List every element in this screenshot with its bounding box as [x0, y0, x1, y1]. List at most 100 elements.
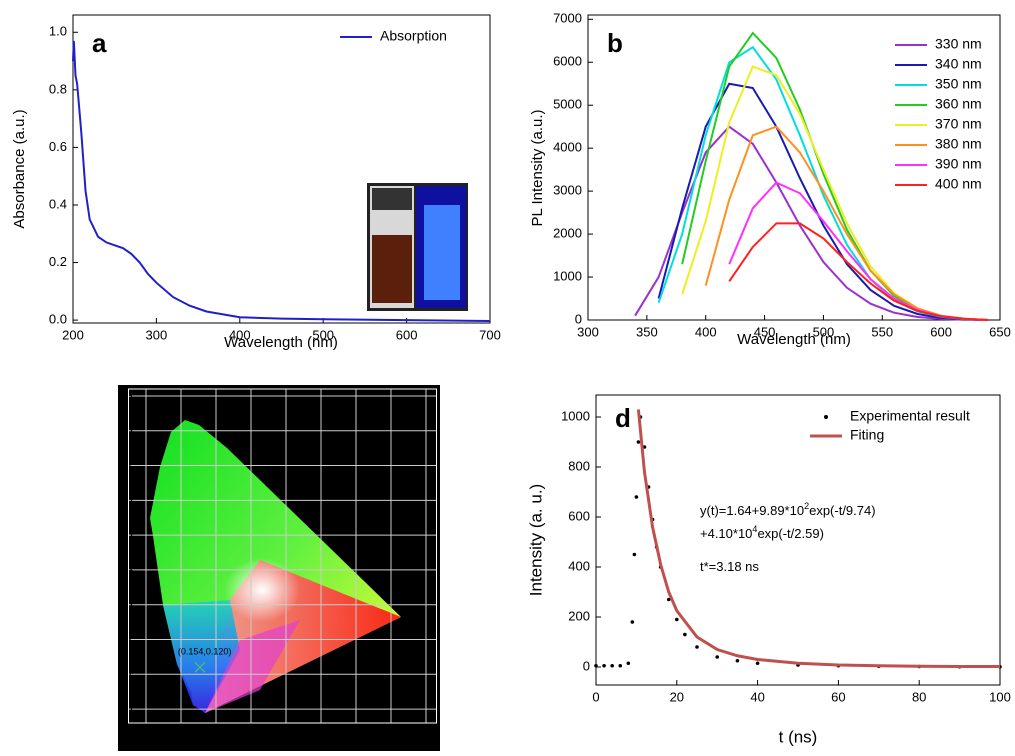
x-tick-label: 400	[229, 327, 251, 342]
y-tick-label: 0.8	[49, 81, 67, 96]
y-tick-label: 0.3	[120, 599, 133, 609]
x-tick-label: 0.8	[420, 734, 433, 744]
x-tick-label: 600	[930, 324, 952, 339]
chromaticity-point	[194, 661, 206, 673]
x-tick-label: 40	[750, 689, 764, 704]
legend-label: Experimental result	[850, 408, 970, 424]
x-tick-label: 450	[754, 324, 776, 339]
data-point	[626, 661, 631, 666]
plot-frame	[72, 14, 491, 324]
data-line	[72, 40, 491, 322]
y-tick-label: 200	[568, 608, 590, 623]
x-tick-label: 0.7	[385, 734, 398, 744]
x-tick-label: 60	[831, 689, 845, 704]
y-axis-title: PL Intensity (a.u.)	[529, 109, 546, 226]
panel-letter: b	[607, 28, 623, 58]
point-label: (0.154,0.120)	[178, 647, 232, 657]
x-tick-label: 350	[636, 324, 658, 339]
y-tick-label: 0.6	[120, 495, 133, 505]
x-tick-label: 80	[912, 689, 926, 704]
y-axis-title: Intensity (a. u.)	[526, 484, 545, 596]
y-tick-label: 0.8	[120, 425, 133, 435]
x-tick-label: 300	[146, 327, 168, 342]
data-point	[602, 663, 606, 668]
panel-letter: d	[615, 403, 631, 433]
legend-label: Fiting	[850, 427, 884, 443]
plot-frame	[595, 394, 1001, 686]
x-tick-label: 550	[871, 324, 893, 339]
y-tick-label: 400	[568, 558, 590, 573]
data-point	[755, 661, 760, 666]
y-tick-label: 6000	[553, 54, 582, 69]
x-tick-label: 0.4	[280, 734, 293, 744]
x-tick-label: 200	[62, 327, 84, 342]
data-point	[683, 632, 687, 637]
plot-frame	[128, 388, 437, 724]
annotation: +4.10*104exp(-t/2.59)	[700, 524, 824, 541]
annotation-part: exp(-t/2.59)	[757, 526, 823, 541]
data-point	[594, 663, 598, 668]
x-tick-label: 0.3	[245, 734, 258, 744]
y-tick-label: 0.5	[120, 530, 133, 540]
legend-swatch	[824, 415, 828, 419]
panel-letter: a	[92, 28, 107, 58]
y-tick-label: 0.4	[120, 564, 133, 574]
x-tick-label: 0.6	[350, 734, 363, 744]
y-tick-label: 0.7	[120, 460, 133, 470]
data-point	[630, 620, 635, 624]
data-point	[666, 597, 671, 602]
legend-label: 370 nm	[935, 116, 982, 132]
y-tick-label: 0.4	[49, 196, 67, 211]
legend-label: 360 nm	[935, 96, 982, 112]
y-tick-label: 4000	[553, 140, 582, 155]
y-tick-label: 0.2	[49, 254, 67, 269]
y-tick-label: 1.0	[49, 24, 67, 39]
plot-frame	[587, 14, 1001, 321]
x-tick-label: 500	[312, 327, 334, 342]
y-tick-label: 0.6	[49, 139, 67, 154]
x-tick-label: 400	[695, 324, 717, 339]
x-axis-title: Wavelength (nm)	[737, 331, 851, 348]
y-tick-label: 0.1	[120, 669, 133, 679]
annotation-part: 4	[752, 524, 757, 534]
x-tick-label: 0.0	[140, 734, 153, 744]
annotation: t*=3.18 ns	[700, 559, 759, 574]
y-tick-label: 600	[568, 508, 590, 523]
data-point	[610, 663, 614, 668]
legend-label: 380 nm	[935, 136, 982, 152]
y-tick-label: 0.0	[120, 703, 133, 713]
data-line	[728, 222, 989, 321]
annotation-part: 2	[804, 501, 809, 511]
x-tick-label: 650	[989, 324, 1011, 339]
x-tick-label: 500	[813, 324, 835, 339]
annotation-part: +4.10*10	[700, 526, 752, 541]
y-tick-label: 7000	[553, 11, 582, 26]
y-tick-label: 0.9	[120, 390, 133, 400]
y-tick-label: 1000	[553, 268, 582, 283]
x-tick-label: 300	[577, 324, 599, 339]
x-tick-label: 0	[592, 689, 599, 704]
y-tick-label: 3000	[553, 183, 582, 198]
y-tick-label: 800	[568, 458, 590, 473]
y-tick-label: 2000	[553, 226, 582, 241]
x-tick-label: 600	[396, 327, 418, 342]
data-point	[735, 658, 740, 663]
data-point	[715, 655, 719, 659]
x-tick-label: 0.5	[315, 734, 328, 744]
y-tick-label: 0.0	[49, 312, 67, 327]
y-tick-label: 0	[583, 658, 590, 673]
x-axis-title: t (ns)	[779, 727, 818, 746]
annotation: y(t)=1.64+9.89*102exp(-t/9.74)	[700, 501, 876, 518]
y-tick-label: 0.2	[120, 634, 133, 644]
x-tick-label: 100	[989, 689, 1011, 704]
panel-letter: c	[150, 393, 164, 423]
x-tick-label: 0.1	[175, 734, 188, 744]
data-point	[618, 663, 623, 668]
legend-label: 390 nm	[935, 156, 982, 172]
x-tick-label: 20	[670, 689, 684, 704]
data-line	[636, 409, 1000, 668]
annotation-part: exp(-t/9.74)	[809, 503, 875, 518]
inset-photo	[367, 183, 468, 311]
data-point	[695, 645, 699, 649]
